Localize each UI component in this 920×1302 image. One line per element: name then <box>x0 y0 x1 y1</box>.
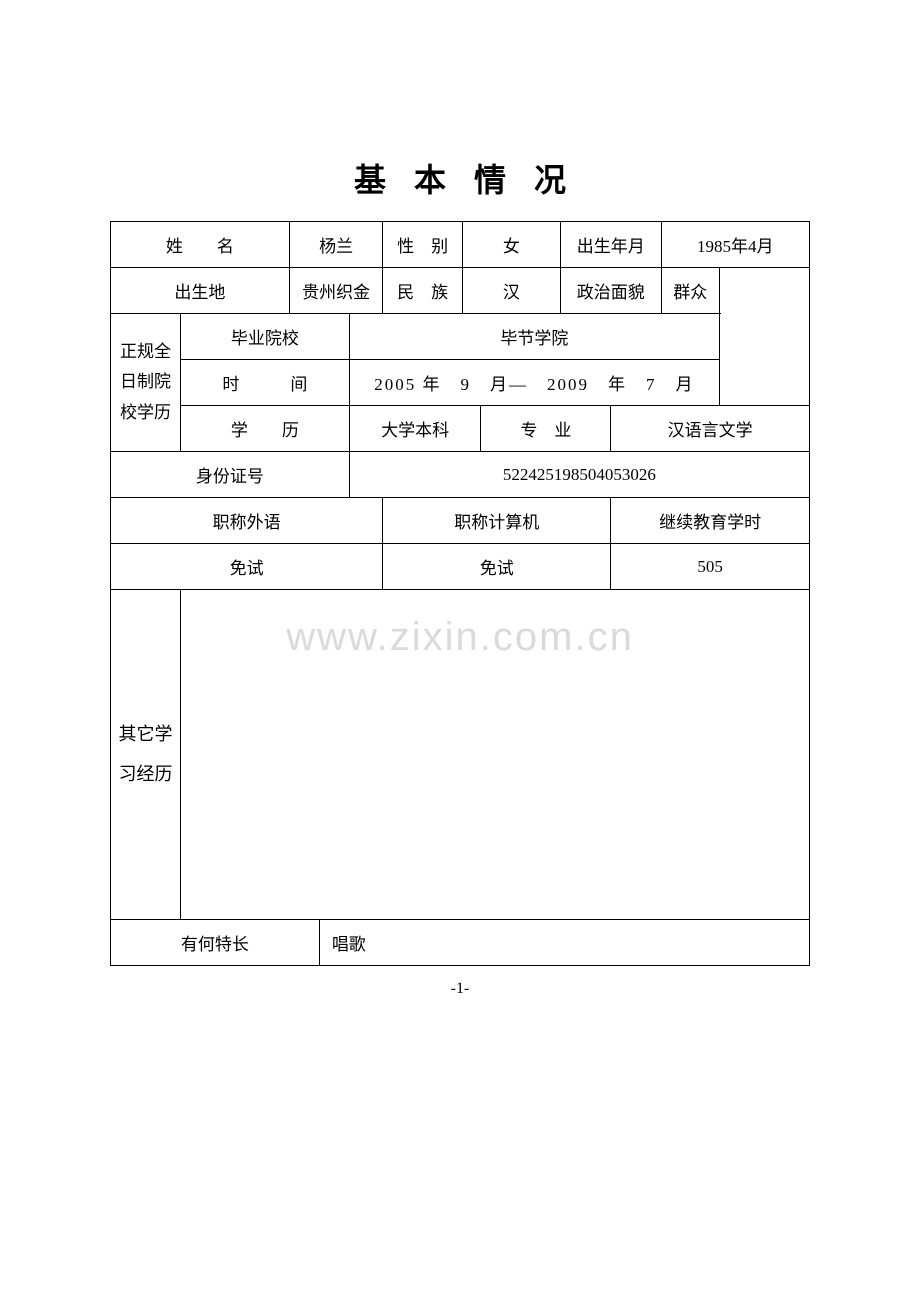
major-label: 专 业 <box>481 406 611 452</box>
gender-label: 性 别 <box>383 222 462 268</box>
ethnic-value: 汉 <box>462 268 560 314</box>
birthplace-label: 出生地 <box>111 268 290 314</box>
row-time: 时 间 2005 年 9 月— 2009 年 7 月 <box>111 360 810 406</box>
name-label: 姓 名 <box>111 222 290 268</box>
row-other-study: 其它学习经历 <box>111 590 810 920</box>
other-study-value <box>181 590 810 920</box>
photo-cell <box>720 268 810 406</box>
other-study-label: 其它学习经历 <box>111 590 181 920</box>
id-label: 身份证号 <box>111 452 350 498</box>
row-qual-header: 职称外语 职称计算机 继续教育学时 <box>111 498 810 544</box>
name-value: 杨兰 <box>289 222 383 268</box>
lang-value: 免试 <box>111 544 383 590</box>
edu-hours-value: 505 <box>611 544 810 590</box>
degree-value: 大学本科 <box>349 406 481 452</box>
edu-section-label: 正规全日制院校学历 <box>111 314 181 452</box>
specialty-label: 有何特长 <box>111 920 320 966</box>
politics-value: 群众 <box>661 268 720 314</box>
school-label: 毕业院校 <box>181 314 350 360</box>
politics-label: 政治面貌 <box>560 268 661 314</box>
time-label: 时 间 <box>181 360 350 406</box>
comp-value: 免试 <box>383 544 611 590</box>
ethnic-label: 民 族 <box>383 268 462 314</box>
gender-value: 女 <box>462 222 560 268</box>
degree-label: 学 历 <box>181 406 350 452</box>
birth-value: 1985年4月 <box>661 222 810 268</box>
time-value: 2005 年 9 月— 2009 年 7 月 <box>349 360 719 406</box>
row-birthplace: 出生地 贵州织金 民 族 汉 政治面貌 群众 <box>111 268 810 314</box>
birthplace-value: 贵州织金 <box>289 268 383 314</box>
lang-label: 职称外语 <box>111 498 383 544</box>
page-title: 基本情况 <box>110 155 810 201</box>
row-id: 身份证号 522425198504053026 <box>111 452 810 498</box>
row-qual-values: 免试 免试 505 <box>111 544 810 590</box>
id-value: 522425198504053026 <box>349 452 809 498</box>
row-specialty: 有何特长 唱歌 <box>111 920 810 966</box>
edu-hours-label: 继续教育学时 <box>611 498 810 544</box>
row-degree: 学 历 大学本科 专 业 汉语言文学 <box>111 406 810 452</box>
comp-label: 职称计算机 <box>383 498 611 544</box>
row-school: 正规全日制院校学历 毕业院校 毕节学院 <box>111 314 810 360</box>
major-value: 汉语言文学 <box>611 406 810 452</box>
specialty-value: 唱歌 <box>319 920 809 966</box>
school-value: 毕节学院 <box>349 314 719 360</box>
row-name: 姓 名 杨兰 性 别 女 出生年月 1985年4月 <box>111 222 810 268</box>
page-number: -1- <box>110 980 810 998</box>
birth-label: 出生年月 <box>560 222 661 268</box>
info-table: 姓 名 杨兰 性 别 女 出生年月 1985年4月 出生地 贵州织金 民 族 汉… <box>110 221 810 966</box>
